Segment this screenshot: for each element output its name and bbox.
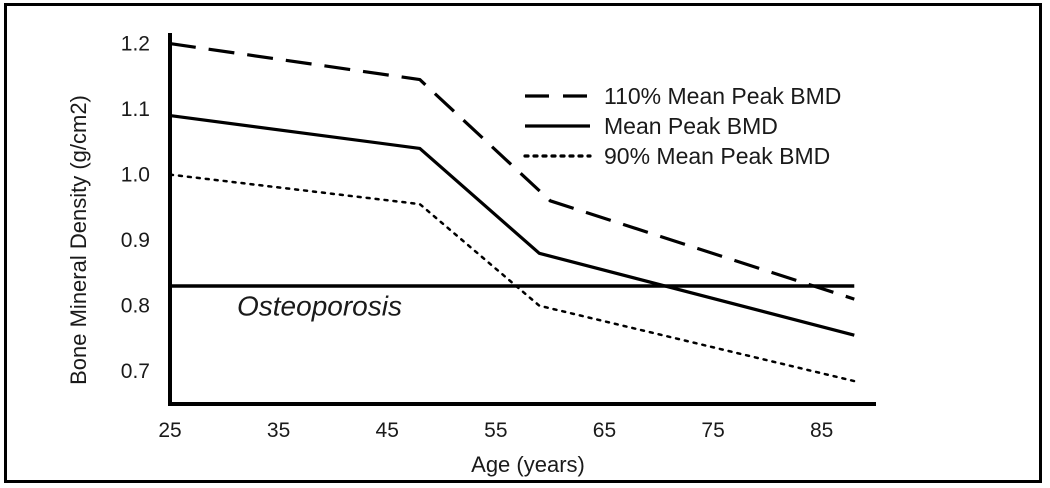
series-line-mean-peak-bmd xyxy=(169,114,855,337)
legend: 110% Mean Peak BMD Mean Peak BMD 90% Mean … xyxy=(523,83,841,169)
x-ticks: 25 35 45 55 65 75 85 xyxy=(158,419,833,442)
series-lines xyxy=(168,42,856,383)
legend-label-mean-peak-bmd: Mean Peak BMD xyxy=(604,113,778,139)
y-tick-label: 1.2 xyxy=(121,33,150,56)
y-tick-label: 1.1 xyxy=(121,98,150,121)
series-line-90pct-mean-peak-bmd xyxy=(168,173,856,383)
y-axis-title: Bone Mineral Density (g/cm2) xyxy=(66,95,91,385)
y-tick-label: 0.7 xyxy=(121,360,150,383)
x-tick-label: 65 xyxy=(593,419,616,442)
x-tick-label: 35 xyxy=(267,419,290,442)
legend-label-90pct-mean-peak-bmd: 90% Mean Peak BMD xyxy=(604,143,830,169)
osteoporosis-annotation: Osteoporosis xyxy=(237,291,402,322)
legend-label-110pct-mean-peak-bmd: 110% Mean Peak BMD xyxy=(604,83,841,109)
y-tick-label: 0.8 xyxy=(121,295,150,318)
axes xyxy=(168,33,876,406)
y-tick-label: 1.0 xyxy=(121,164,150,187)
x-tick-label: 75 xyxy=(701,419,724,442)
x-tick-label: 45 xyxy=(376,419,399,442)
x-axis-title: Age (years) xyxy=(471,452,585,477)
series-line-110pct-mean-peak-bmd xyxy=(169,42,855,301)
x-tick-label: 55 xyxy=(484,419,507,442)
y-tick-label: 0.9 xyxy=(121,229,150,252)
y-ticks: 0.7 0.8 0.9 1.0 1.1 1.2 xyxy=(121,33,150,384)
x-tick-label: 25 xyxy=(158,419,181,442)
x-tick-label: 85 xyxy=(810,419,833,442)
